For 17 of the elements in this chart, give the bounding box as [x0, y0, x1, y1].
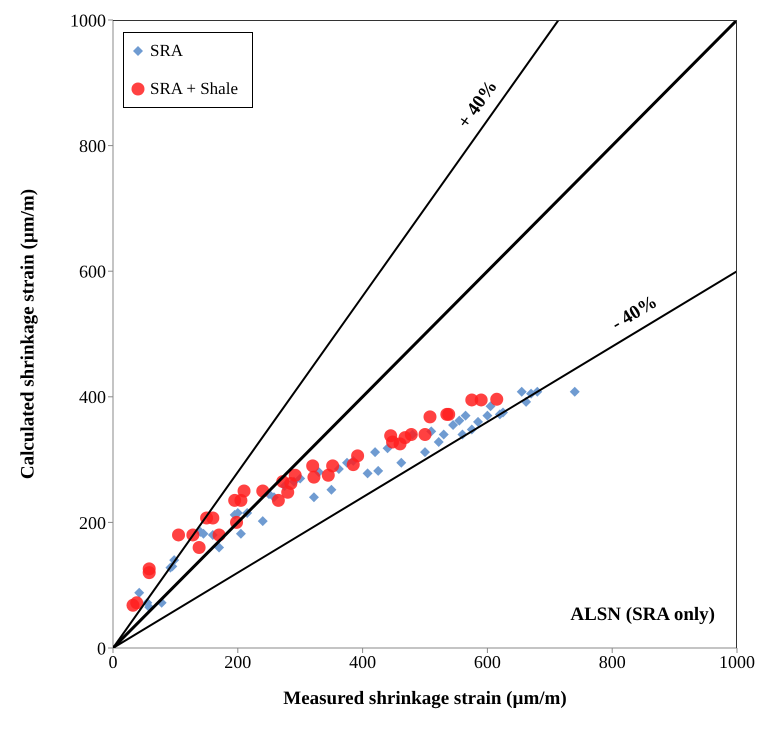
y-axis-title: Calculated shrinkage strain (µm/m): [18, 188, 39, 480]
annotation: ALSN (SRA only): [570, 604, 715, 626]
text: - 40%: [608, 291, 661, 335]
x-tick-label: 600: [474, 652, 501, 672]
legend-label: SRA: [150, 41, 184, 61]
y-tick-label: 400: [79, 387, 106, 408]
x-tick-label: 1000: [719, 652, 755, 672]
y-tick-label: 200: [79, 512, 106, 533]
x-axis-title: Measured shrinkage strain (µm/m): [283, 688, 567, 709]
x-tick-label: 800: [598, 652, 626, 672]
y-tick-label: 1000: [70, 10, 106, 30]
x-tick-label: 200: [224, 652, 252, 672]
y-tick-label: 600: [79, 262, 106, 282]
y-tick-label: 0: [97, 638, 106, 658]
legend-label: SRA + Shale: [150, 79, 238, 99]
y-tick-label: 800: [79, 136, 106, 156]
x-tick-label: 400: [349, 652, 376, 672]
